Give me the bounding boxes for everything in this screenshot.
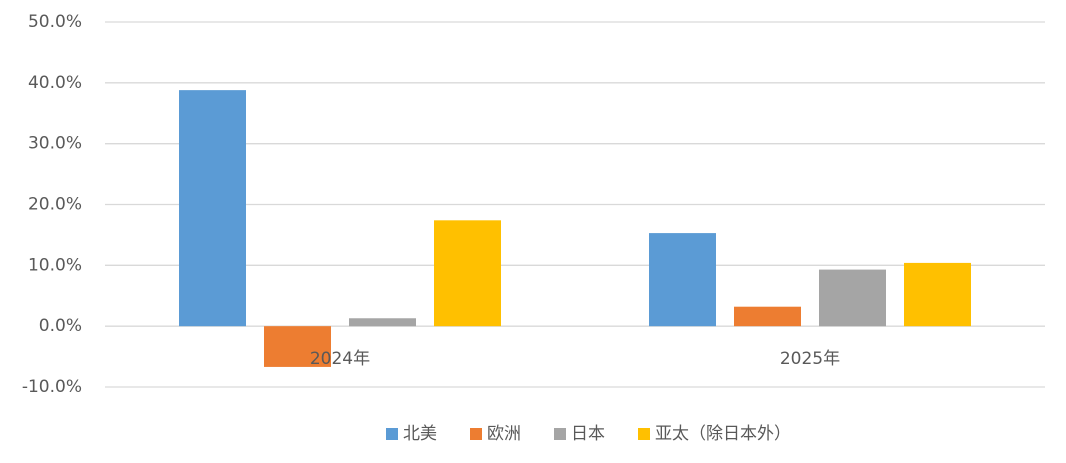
y-tick-label: 50.0% xyxy=(28,12,82,32)
bar xyxy=(179,90,246,327)
legend-swatch xyxy=(386,428,398,440)
y-tick-label: 30.0% xyxy=(28,134,82,154)
x-tick-label: 2025年 xyxy=(780,349,840,369)
legend-label: 亚太（除日本外） xyxy=(655,424,791,444)
bar xyxy=(649,233,716,327)
y-tick-label: 10.0% xyxy=(28,255,82,275)
bar xyxy=(434,220,501,327)
y-tick-label: 40.0% xyxy=(28,73,82,93)
bar xyxy=(734,306,801,327)
legend-swatch xyxy=(554,428,566,440)
legend-label: 欧洲 xyxy=(487,424,521,444)
y-tick-label: 20.0% xyxy=(28,195,82,215)
legend-swatch xyxy=(638,428,650,440)
legend-label: 北美 xyxy=(403,424,437,444)
legend-swatch xyxy=(470,428,482,440)
bar xyxy=(349,318,416,327)
bar xyxy=(904,262,971,327)
y-tick-label: -10.0% xyxy=(22,377,82,397)
y-tick-label: 0.0% xyxy=(39,316,82,336)
legend-label: 日本 xyxy=(571,424,605,444)
bar xyxy=(264,326,331,367)
bar xyxy=(819,269,886,327)
x-tick-label: 2024年 xyxy=(310,349,370,369)
